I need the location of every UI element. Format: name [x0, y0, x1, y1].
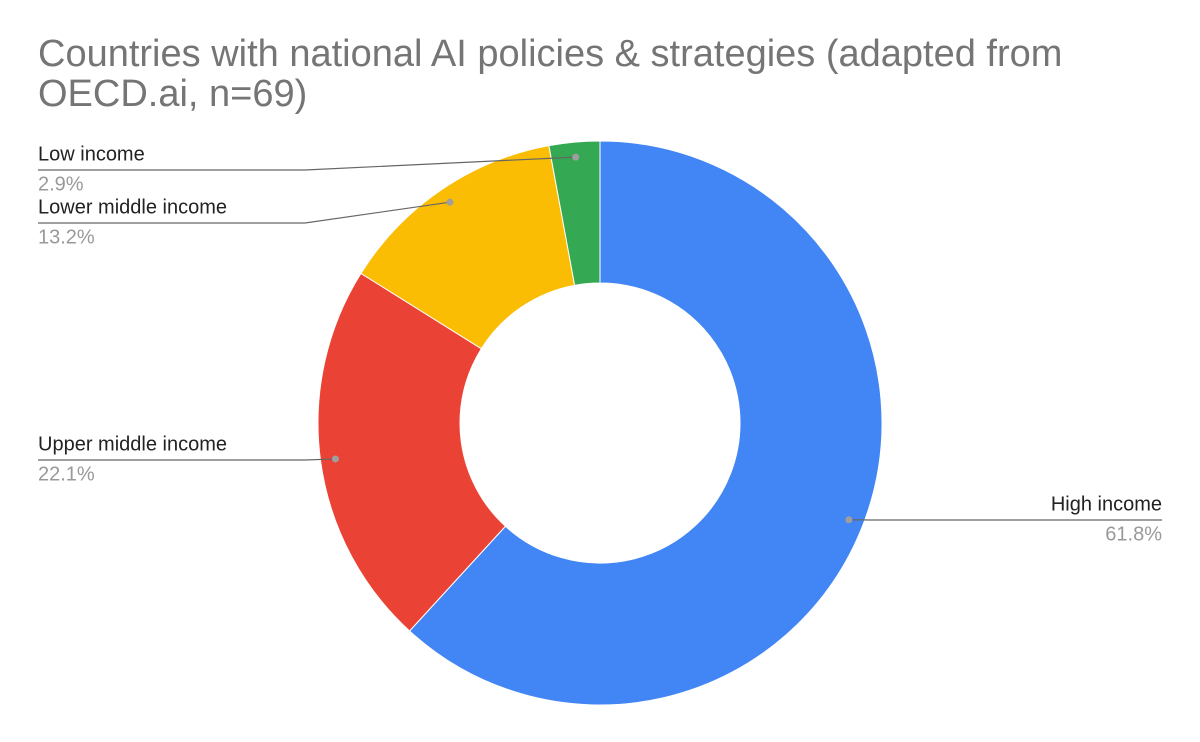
- leader-line: [38, 458, 336, 461]
- leader-dot: [331, 455, 339, 463]
- leader-dot: [572, 153, 580, 161]
- label-value: 2.9%: [38, 173, 84, 195]
- donut-slice: [548, 140, 601, 286]
- label-name: Lower middle income: [38, 196, 227, 218]
- donut-slice: [317, 272, 507, 632]
- leader-line: [38, 156, 576, 171]
- label-value: 61.8%: [1105, 523, 1162, 545]
- chart-title: Countries with national AI policies & st…: [38, 33, 1063, 115]
- label-value: 22.1%: [38, 463, 95, 485]
- leader-line: [38, 201, 451, 224]
- label-name: Low income: [38, 143, 145, 165]
- donut-slice: [408, 140, 883, 706]
- label-name: Upper middle income: [38, 433, 227, 455]
- leader-dot: [446, 198, 454, 206]
- label-name: High income: [1051, 493, 1162, 515]
- leader-dot: [845, 516, 853, 524]
- donut-slice: [360, 145, 576, 350]
- label-value: 13.2%: [38, 226, 95, 248]
